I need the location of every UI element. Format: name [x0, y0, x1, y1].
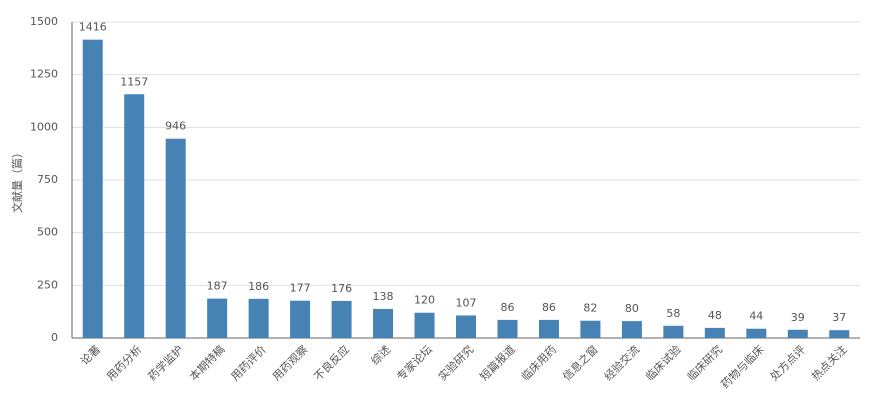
- bar: [704, 327, 725, 338]
- value-label: 177: [290, 282, 311, 295]
- bar: [82, 39, 103, 339]
- x-tick-label: 热点关注: [808, 342, 849, 383]
- value-label: 138: [373, 290, 394, 303]
- bar: [663, 325, 684, 338]
- x-tick-label: 专家论坛: [394, 342, 435, 383]
- x-tick-label: 临床用药: [518, 342, 559, 383]
- value-label: 39: [791, 311, 805, 324]
- value-label: 1157: [120, 75, 148, 88]
- value-label: 186: [248, 280, 269, 293]
- x-tick-label: 药物与临床: [718, 342, 767, 391]
- y-tick-label: 250: [37, 278, 58, 291]
- x-tick-label: 用药分析: [103, 342, 144, 383]
- x-tick-label: 信息之窗: [560, 342, 601, 383]
- value-label: 120: [414, 294, 435, 307]
- value-label: 82: [583, 302, 597, 315]
- bar: [331, 300, 352, 338]
- value-label: 86: [500, 301, 514, 314]
- x-tick-label: 经验交流: [601, 342, 642, 383]
- bar: [373, 308, 394, 338]
- bar: [207, 298, 228, 338]
- bar: [124, 94, 145, 338]
- bar: [248, 298, 269, 338]
- value-label: 80: [625, 302, 639, 315]
- value-label: 37: [832, 311, 846, 324]
- x-tick-label: 不良反应: [311, 342, 352, 383]
- bar: [829, 330, 850, 338]
- value-label: 86: [542, 301, 556, 314]
- bar: [538, 319, 559, 338]
- bar: [290, 300, 311, 338]
- y-tick-label: 1000: [30, 120, 58, 133]
- bar: [580, 320, 601, 338]
- x-tick-label: 药学监护: [145, 342, 186, 383]
- value-label: 1416: [79, 21, 107, 34]
- x-tick-label: 临床试验: [643, 342, 684, 383]
- bar: [621, 321, 642, 338]
- y-tick-label: 1250: [30, 68, 58, 81]
- x-tick-label: 短篇报道: [477, 342, 518, 383]
- bar: [746, 328, 767, 338]
- x-tick-label: 临床研究: [684, 342, 725, 383]
- x-tick-label: 处方点评: [767, 342, 808, 383]
- bar: [456, 315, 476, 338]
- x-tick-label: 本期特稿: [186, 342, 227, 383]
- value-label: 946: [165, 120, 186, 133]
- x-tick-label: 实验研究: [435, 342, 476, 383]
- y-tick-label: 0: [51, 331, 58, 344]
- value-label: 58: [666, 307, 680, 320]
- x-tick-label: 用药观察: [269, 342, 310, 383]
- x-tick-label: 论著: [78, 342, 103, 367]
- y-tick-label: 1500: [30, 15, 58, 28]
- bar: [414, 312, 435, 338]
- bar: [497, 319, 518, 338]
- bar: [165, 138, 186, 338]
- value-label: 107: [456, 296, 477, 309]
- value-label: 48: [708, 309, 722, 322]
- value-label: 187: [207, 280, 228, 293]
- value-label: 176: [331, 282, 352, 295]
- y-axis-label: 文献量（篇）: [10, 147, 24, 213]
- x-tick-label: 综述: [368, 342, 393, 367]
- y-tick-label: 500: [37, 226, 58, 239]
- x-tick-label: 用药评价: [229, 343, 269, 383]
- bar: [787, 329, 808, 338]
- y-tick-label: 750: [37, 173, 58, 186]
- value-label: 44: [749, 310, 763, 323]
